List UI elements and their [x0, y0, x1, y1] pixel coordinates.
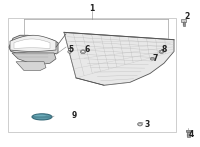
Ellipse shape: [160, 51, 163, 53]
Ellipse shape: [82, 51, 84, 53]
Bar: [8, 18, 176, 132]
Ellipse shape: [139, 123, 141, 125]
Polygon shape: [14, 39, 50, 49]
Text: 8: 8: [161, 45, 167, 55]
Polygon shape: [16, 62, 46, 71]
Bar: [186, 130, 191, 132]
Ellipse shape: [80, 50, 86, 54]
Ellipse shape: [32, 114, 52, 120]
Ellipse shape: [151, 58, 154, 60]
Ellipse shape: [138, 122, 142, 126]
Ellipse shape: [186, 130, 191, 132]
Polygon shape: [9, 35, 58, 54]
Bar: [183, 22, 185, 26]
Bar: [187, 132, 190, 137]
Ellipse shape: [150, 57, 155, 60]
Text: 1: 1: [89, 4, 95, 13]
Text: 6: 6: [84, 45, 90, 54]
Ellipse shape: [34, 115, 46, 117]
Polygon shape: [10, 35, 56, 51]
Polygon shape: [12, 53, 56, 65]
Text: 4: 4: [188, 130, 194, 139]
Text: 5: 5: [68, 45, 74, 54]
Text: 9: 9: [71, 111, 77, 120]
Bar: [181, 19, 186, 22]
Ellipse shape: [68, 50, 71, 53]
Text: 3: 3: [144, 120, 150, 129]
Polygon shape: [64, 32, 174, 85]
Text: 2: 2: [184, 12, 190, 21]
Text: 7: 7: [152, 54, 158, 63]
Ellipse shape: [159, 50, 164, 53]
